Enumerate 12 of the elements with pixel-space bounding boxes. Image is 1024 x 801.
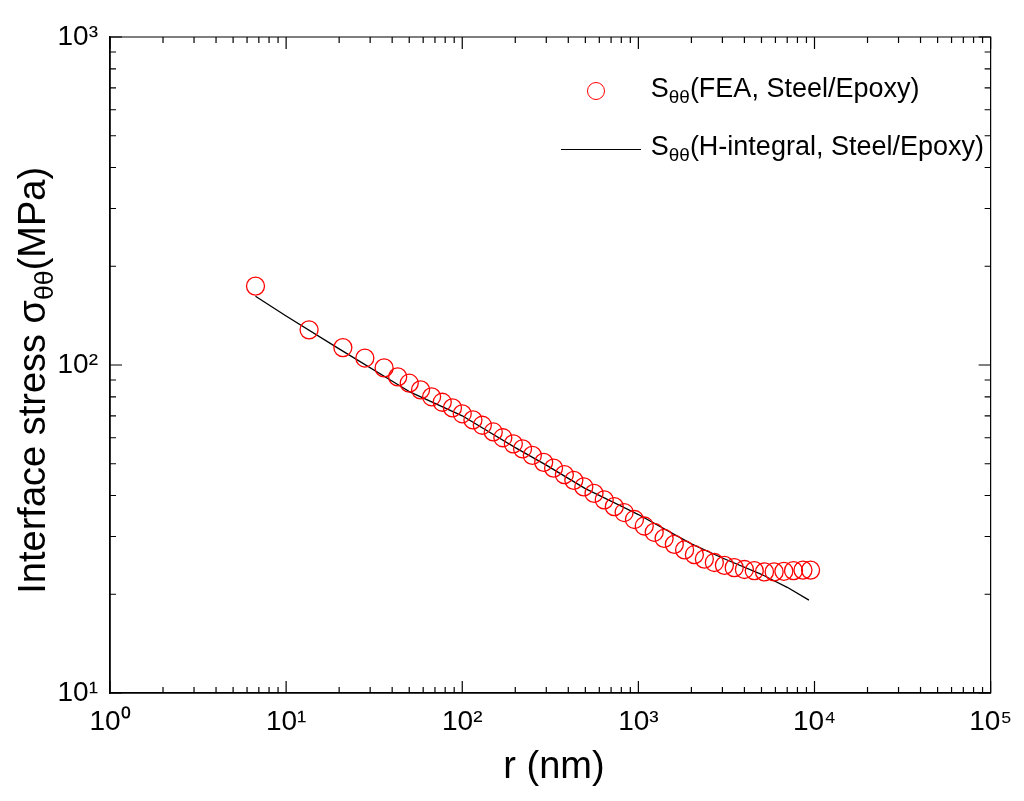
- legend-label: S$_{θθ}$(H-integral, Steel/Epoxy): [650, 131, 984, 167]
- x-tick-label: 10²: [442, 704, 483, 736]
- y-tick-label: 10³: [57, 19, 98, 51]
- x-tick-label: 10⁴: [792, 704, 837, 736]
- x-tick-label: 10¹: [265, 704, 307, 736]
- x-tick-label: 10³: [618, 704, 659, 736]
- x-tick-label: 10⁵: [969, 704, 1013, 736]
- x-tick-label: 10⁰: [89, 704, 131, 736]
- x-axis-title: r (nm): [502, 744, 606, 787]
- y-tick-label: 10¹: [57, 675, 98, 707]
- y-tick-label: 10²: [57, 347, 98, 379]
- legend-label: S$_{θθ}$(FEA, Steel/Epoxy): [650, 73, 920, 109]
